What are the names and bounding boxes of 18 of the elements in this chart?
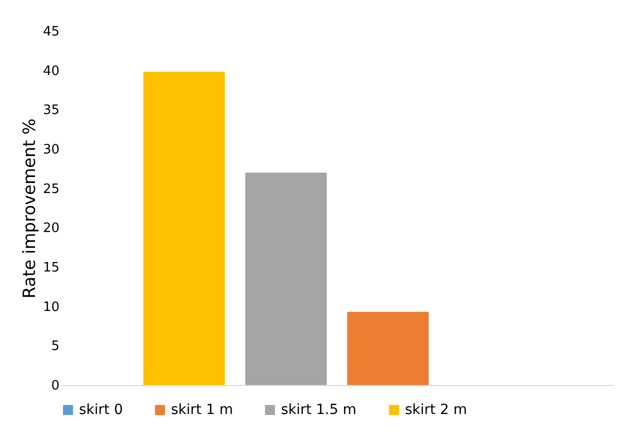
y-tick-label: 30	[42, 142, 60, 158]
y-axis-title: Rate improvement %	[20, 118, 40, 299]
legend-label: skirt 1.5 m	[281, 402, 356, 418]
y-tick-label: 35	[42, 103, 60, 118]
bar	[245, 172, 327, 385]
legend-label: skirt 1 m	[171, 402, 233, 418]
y-tick-label: 5	[51, 339, 60, 354]
y-tick-label: 20	[42, 221, 60, 236]
bar	[347, 312, 429, 385]
bar	[143, 72, 225, 385]
legend-label: skirt 0	[79, 402, 123, 418]
y-tick-label: 10	[42, 300, 60, 315]
legend-label: skirt 2 m	[405, 402, 467, 418]
y-tick-label: 25	[42, 182, 60, 197]
y-tick-label: 40	[42, 64, 60, 79]
y-tick-label: 0	[51, 378, 60, 394]
y-tick-label: 45	[42, 24, 60, 40]
y-tick-label: 15	[42, 260, 60, 276]
